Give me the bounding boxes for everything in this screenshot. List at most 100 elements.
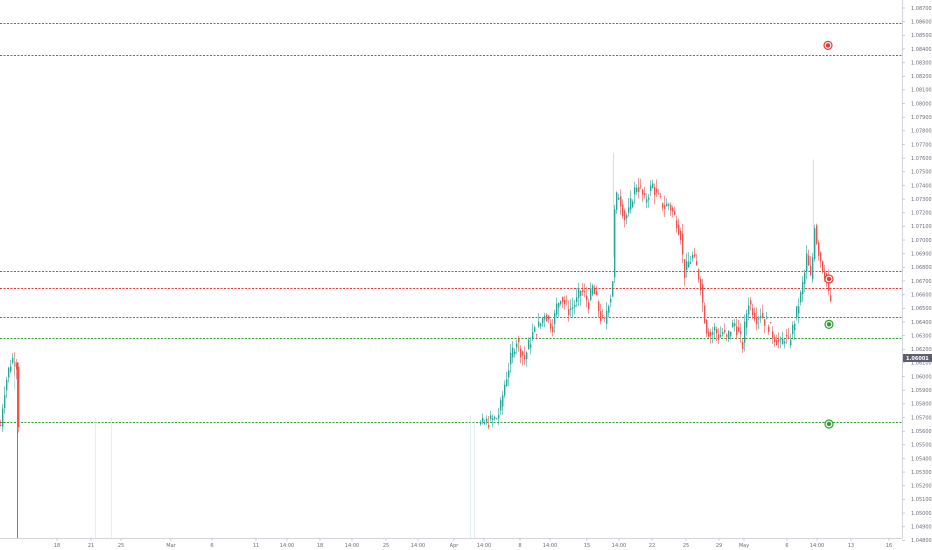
- x-tick-label: 25: [383, 543, 389, 549]
- candle-body: [682, 233, 684, 255]
- x-tick-label: 14:00: [543, 543, 557, 549]
- candle-body: [524, 355, 526, 360]
- candle-body: [746, 313, 748, 328]
- candle-body: [652, 183, 654, 189]
- candle-body: [824, 270, 826, 279]
- y-tick-label: 1.06100: [911, 361, 932, 367]
- candle-body: [732, 323, 734, 328]
- y-tick-label: 1.06200: [911, 347, 932, 353]
- candle-body: [540, 323, 542, 327]
- candle-body: [640, 185, 642, 187]
- y-tick-label: 1.07000: [911, 238, 932, 244]
- x-tick-label: 18: [317, 543, 323, 549]
- candle-body: [496, 418, 498, 420]
- candle-body: [678, 224, 680, 235]
- candle-body: [2, 408, 4, 427]
- candle-body: [536, 334, 538, 336]
- candle-body: [594, 287, 596, 295]
- x-tick-label: 14:00: [280, 543, 294, 549]
- candle-body: [796, 306, 798, 318]
- candle-body: [818, 242, 820, 256]
- x-tick-label: 22: [649, 543, 655, 549]
- y-tick-label: 1.06600: [911, 292, 932, 298]
- candle-body: [586, 295, 588, 301]
- y-tick-label: 1.06500: [911, 306, 932, 312]
- candle-body: [614, 209, 616, 278]
- candle-body: [590, 289, 592, 301]
- candle-body: [670, 204, 672, 211]
- support-marker-mid[interactable]: [824, 319, 834, 329]
- candle-body: [538, 321, 540, 327]
- y-tick-label: 1.08100: [911, 88, 932, 94]
- candle-body: [696, 261, 698, 266]
- candle-body: [636, 187, 638, 192]
- candle-body: [704, 305, 706, 324]
- x-tick-label: Mar: [166, 543, 176, 549]
- y-tick-label: 1.06800: [911, 265, 932, 271]
- y-tick-label: 1.07100: [911, 224, 932, 230]
- candle-body: [642, 189, 644, 195]
- candle-body: [628, 207, 630, 213]
- last-price-badge: [903, 354, 932, 362]
- y-tick-label: 1.05200: [911, 484, 932, 490]
- resistance-marker-top[interactable]: [823, 40, 833, 50]
- candle-body: [760, 315, 762, 317]
- candle-body: [736, 326, 738, 336]
- candle-body: [772, 331, 774, 338]
- candle-body: [802, 281, 804, 295]
- candle-body: [730, 331, 732, 336]
- x-tick-label: 6: [785, 543, 788, 549]
- candle-body: [774, 336, 776, 343]
- candle-body: [492, 418, 494, 420]
- candle-body: [638, 187, 640, 193]
- candle-body: [688, 261, 690, 268]
- candle-body: [578, 289, 580, 298]
- y-tick-label: 1.07300: [911, 197, 932, 203]
- y-tick-label: 1.08600: [911, 19, 932, 25]
- candle-body: [596, 291, 598, 295]
- candle-body: [18, 366, 20, 428]
- x-tick-label: Apr: [450, 543, 460, 549]
- candle-body: [516, 343, 518, 348]
- y-tick-label: 1.05800: [911, 402, 932, 408]
- last-price-label: 1.06001: [906, 356, 929, 362]
- candle-body: [570, 308, 572, 310]
- candle-body: [656, 188, 658, 193]
- candle-body: [624, 210, 626, 221]
- support-marker-low[interactable]: [824, 419, 834, 429]
- candle-body: [542, 317, 544, 324]
- x-tick-label: 29: [716, 543, 722, 549]
- y-tick-label: 1.05500: [911, 443, 932, 449]
- candle-body: [580, 290, 582, 296]
- candle-body: [558, 302, 560, 308]
- candle-body: [662, 203, 664, 208]
- x-tick-label: 13: [848, 543, 854, 549]
- candle-body: [610, 298, 612, 303]
- y-tick-label: 1.05300: [911, 470, 932, 476]
- x-tick-label: 21: [88, 543, 94, 549]
- y-tick-label: 1.08700: [911, 6, 932, 12]
- candle-body: [606, 311, 608, 324]
- candle-body: [822, 261, 824, 273]
- marker-dot: [826, 421, 832, 427]
- x-tick-label: 16: [886, 543, 892, 549]
- candle-body: [758, 318, 760, 320]
- candle-body: [592, 285, 594, 295]
- resistance-marker-mid[interactable]: [824, 274, 834, 284]
- candle-body: [676, 220, 678, 229]
- candle-body: [768, 326, 770, 332]
- candle-body: [744, 321, 746, 343]
- candle-body: [0, 425, 2, 426]
- candle-body: [792, 324, 794, 335]
- x-tick-label: May: [739, 543, 749, 549]
- candle-body: [8, 367, 10, 378]
- y-tick-label: 1.06900: [911, 252, 932, 258]
- candle-body: [572, 307, 574, 309]
- candle-body: [654, 187, 656, 196]
- candle-body: [632, 201, 634, 207]
- candle-body: [10, 366, 12, 372]
- candle-body: [548, 315, 550, 320]
